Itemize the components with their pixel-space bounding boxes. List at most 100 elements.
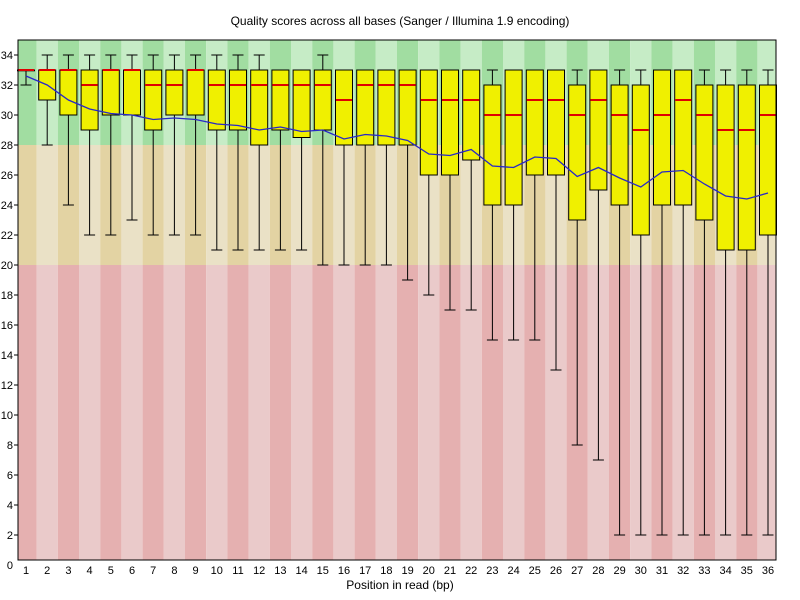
chart-title: Quality scores across all bases (Sanger … xyxy=(230,14,570,28)
y-tick-label: 0 xyxy=(7,560,13,572)
x-tick-label: 28 xyxy=(592,565,604,577)
iqr-box-pos3 xyxy=(59,69,78,116)
iqr-box-pos30 xyxy=(631,84,650,236)
iqr-box-pos16 xyxy=(335,69,353,146)
iqr-box-pos25 xyxy=(525,69,544,176)
poor-quality-zone-stripe xyxy=(57,265,79,560)
iqr-box-pos17 xyxy=(356,69,375,146)
poor-quality-zone-stripe xyxy=(206,265,228,560)
iqr-box-pos12 xyxy=(250,69,269,146)
iqr-box-pos10 xyxy=(207,69,226,131)
x-tick-label: 17 xyxy=(359,565,371,577)
iqr-box-pos20 xyxy=(419,69,438,176)
poor-quality-zone-stripe xyxy=(545,265,567,560)
x-tick-label: 36 xyxy=(762,565,774,577)
y-tick-label: 22 xyxy=(1,230,13,242)
x-tick-label: 35 xyxy=(741,565,753,577)
y-tick-label: 32 xyxy=(1,80,13,92)
poor-quality-zone-stripe xyxy=(481,265,503,560)
iqr-box-pos29 xyxy=(610,84,629,206)
x-tick-label: 6 xyxy=(129,565,135,577)
iqr-box-pos32 xyxy=(674,69,693,206)
iqr-box-pos27 xyxy=(568,84,587,221)
iqr-box-pos19 xyxy=(398,69,417,146)
poor-quality-zone-stripe xyxy=(142,265,164,560)
good-quality-zone-stripe xyxy=(18,40,37,145)
poor-quality-zone-stripe xyxy=(757,265,776,560)
x-tick-label: 10 xyxy=(211,565,223,577)
ok-quality-zone-stripe xyxy=(36,145,58,265)
x-tick-label: 18 xyxy=(380,565,392,577)
poor-quality-zone-stripe xyxy=(418,265,440,560)
x-tick-label: 33 xyxy=(698,565,710,577)
x-tick-label: 27 xyxy=(571,565,583,577)
y-tick-label: 8 xyxy=(7,440,13,452)
x-tick-label: 24 xyxy=(507,565,519,577)
poor-quality-zone-stripe xyxy=(354,265,376,560)
poor-quality-zone-stripe xyxy=(291,265,313,560)
y-tick-label: 6 xyxy=(7,470,13,482)
x-tick-label: 31 xyxy=(656,565,668,577)
x-tick-label: 22 xyxy=(465,565,477,577)
x-tick-label: 12 xyxy=(253,565,265,577)
x-tick-label: 26 xyxy=(550,565,562,577)
poor-quality-zone-stripe xyxy=(333,265,355,560)
y-tick-label: 14 xyxy=(1,350,13,362)
x-tick-label: 2 xyxy=(44,565,50,577)
y-tick-label: 24 xyxy=(1,200,13,212)
iqr-box-pos22 xyxy=(462,69,481,161)
y-tick-label: 20 xyxy=(1,260,13,272)
iqr-box-pos31 xyxy=(653,69,671,206)
iqr-box-pos23 xyxy=(483,84,502,206)
x-tick-label: 25 xyxy=(529,565,541,577)
x-tick-label: 19 xyxy=(401,565,413,577)
iqr-box-pos14 xyxy=(292,69,311,138)
x-tick-label: 23 xyxy=(486,565,498,577)
x-tick-label: 30 xyxy=(635,565,647,577)
iqr-box-pos13 xyxy=(271,69,290,131)
iqr-box-pos21 xyxy=(441,69,459,176)
poor-quality-zone-stripe xyxy=(185,265,207,560)
x-tick-label: 1 xyxy=(23,565,29,577)
x-tick-label: 32 xyxy=(677,565,689,577)
x-tick-label: 21 xyxy=(444,565,456,577)
poor-quality-zone-stripe xyxy=(397,265,419,560)
poor-quality-zone-stripe xyxy=(524,265,546,560)
x-tick-label: 34 xyxy=(719,565,731,577)
iqr-box-pos18 xyxy=(377,69,396,146)
x-tick-label: 3 xyxy=(65,565,71,577)
poor-quality-zone-stripe xyxy=(312,265,334,560)
iqr-box-pos7 xyxy=(144,69,163,131)
y-tick-label: 28 xyxy=(1,140,13,152)
plot-border xyxy=(17,39,777,561)
x-tick-label: 11 xyxy=(232,565,243,577)
x-tick-label: 8 xyxy=(171,565,177,577)
poor-quality-zone-stripe xyxy=(375,265,397,560)
poor-quality-zone-stripe xyxy=(100,265,122,560)
y-tick-label: 16 xyxy=(1,320,13,332)
x-tick-label: 9 xyxy=(193,565,199,577)
y-tick-label: 26 xyxy=(1,170,13,182)
poor-quality-zone-stripe xyxy=(79,265,101,560)
iqr-box-pos28 xyxy=(589,69,608,191)
iqr-box-pos5 xyxy=(101,69,120,116)
iqr-box-pos33 xyxy=(695,84,714,221)
poor-quality-zone-stripe xyxy=(460,265,482,560)
iqr-box-pos4 xyxy=(80,69,99,131)
iqr-box-pos6 xyxy=(123,69,141,116)
poor-quality-zone-stripe xyxy=(227,265,249,560)
iqr-box-pos35 xyxy=(737,84,756,251)
y-tick-label: 34 xyxy=(1,50,13,62)
y-tick-label: 12 xyxy=(1,380,13,392)
x-tick-label: 15 xyxy=(317,565,329,577)
y-tick-label: 4 xyxy=(7,500,13,512)
iqr-box-pos11 xyxy=(229,69,247,131)
poor-quality-zone-stripe xyxy=(439,265,461,560)
poor-quality-zone-stripe xyxy=(163,265,185,560)
poor-quality-zone-stripe xyxy=(18,265,37,560)
y-tick-label: 10 xyxy=(1,410,13,422)
y-tick-label: 30 xyxy=(1,110,13,122)
x-axis-label: Position in read (bp) xyxy=(346,578,454,592)
